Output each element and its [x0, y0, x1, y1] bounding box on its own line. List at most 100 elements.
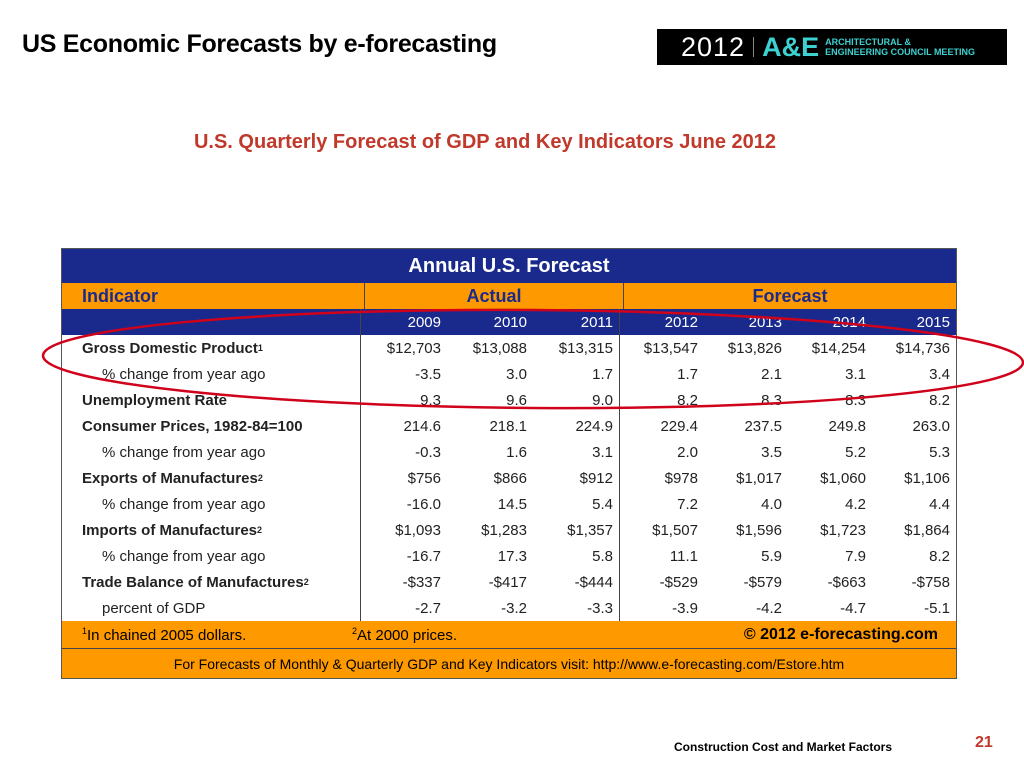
table-cell: $1,723: [820, 521, 866, 539]
table-cell: 3.1: [592, 443, 613, 461]
table-cell: 224.9: [575, 417, 613, 435]
logo-brand: A&E: [762, 31, 820, 62]
row-footnote-marker: 2: [257, 473, 263, 483]
table-cell: 7.9: [845, 547, 866, 565]
table-cell: 7.2: [677, 495, 698, 513]
footnote-1: 1In chained 2005 dollars.: [82, 626, 352, 644]
table-row: Gross Domestic Product 1 $12,703 $13,088 $13…: [62, 335, 956, 361]
table-cell: 8.2: [677, 391, 698, 409]
table-cell: -$337: [402, 573, 441, 591]
forecast-values: 7.2 4.0 4.2 4.4: [620, 491, 956, 517]
table-cell: -$579: [743, 573, 782, 591]
table-title: Annual U.S. Forecast: [62, 249, 956, 283]
estore-link[interactable]: For Forecasts of Monthly & Quarterly GDP…: [62, 649, 956, 678]
table-cell: 5.2: [845, 443, 866, 461]
actual-values: -$337 -$417 -$444: [361, 569, 620, 595]
row-label-text: Exports of Manufactures: [82, 469, 258, 487]
row-label: Unemployment Rate: [62, 387, 361, 413]
row-label-text: % change from year ago: [102, 547, 266, 565]
footnote-2: 2At 2000 prices.: [352, 626, 457, 644]
year-header: 2014: [832, 313, 866, 331]
table-row: Unemployment Rate 9.3 9.6 9.0 8.2 8.3 8.3 8.2: [62, 387, 956, 413]
row-label: % change from year ago: [62, 439, 361, 465]
table-cell: -3.9: [672, 599, 698, 617]
table-cell: 8.2: [929, 547, 950, 565]
table-cell: -3.5: [415, 365, 441, 383]
actual-values: $756 $866 $912: [361, 465, 620, 491]
table-cell: -16.7: [406, 547, 441, 565]
forecast-values: 11.1 5.9 7.9 8.2: [620, 543, 956, 569]
slide-subtitle: U.S. Quarterly Forecast of GDP and Key I…: [193, 131, 777, 153]
table-row: Imports of Manufactures 2 $1,093 $1,283 $1,3…: [62, 517, 956, 543]
table-cell: -4.7: [840, 599, 866, 617]
table-cell: -3.3: [587, 599, 613, 617]
table-cell: $1,093: [395, 521, 441, 539]
actual-values: -16.0 14.5 5.4: [361, 491, 620, 517]
table-cell: 1.7: [677, 365, 698, 383]
table-cell: 4.4: [929, 495, 950, 513]
table-row: % change from year ago -3.5 3.0 1.7 1.7 2.1 3.…: [62, 361, 956, 387]
forecast-values: 1.7 2.1 3.1 3.4: [620, 361, 956, 387]
table-cell: -$417: [488, 573, 527, 591]
copyright: © 2012 e-forecasting.com: [743, 625, 938, 643]
table-cell: 3.1: [845, 365, 866, 383]
table-cell: -$529: [659, 573, 698, 591]
table-cell: $1,357: [567, 521, 613, 539]
table-cell: -3.2: [501, 599, 527, 617]
year-header: 2010: [493, 313, 527, 331]
actual-values: -3.5 3.0 1.7: [361, 361, 620, 387]
forecast-values: $978 $1,017 $1,060 $1,106: [620, 465, 956, 491]
table-cell: $756: [407, 469, 441, 487]
row-label-text: percent of GDP: [102, 599, 206, 617]
table-cell: $13,315: [558, 339, 613, 357]
table-row: percent of GDP -2.7 -3.2 -3.3 -3.9 -4.2 -4.7 -5…: [62, 595, 956, 621]
table-cell: $14,254: [811, 339, 866, 357]
row-label-text: Imports of Manufactures: [82, 521, 258, 539]
header-forecast: Forecast: [752, 285, 828, 306]
slide-footer: Construction Cost and Market Factors: [674, 740, 893, 754]
table-cell: -$758: [911, 573, 950, 591]
year-header: 2009: [407, 313, 441, 331]
actual-values: -2.7 -3.2 -3.3: [361, 595, 620, 621]
table-cell: $13,088: [472, 339, 527, 357]
row-label: % change from year ago: [62, 361, 361, 387]
table-cell: 3.4: [929, 365, 950, 383]
table-cell: 1.6: [506, 443, 527, 461]
table-cell: -$444: [574, 573, 613, 591]
table-cell: 9.3: [420, 391, 441, 409]
table-cell: -5.1: [924, 599, 950, 617]
row-label-text: Consumer Prices, 1982-84=100: [82, 417, 303, 435]
table-row: % change from year ago -16.0 14.5 5.4 7.2 4.0…: [62, 491, 956, 517]
footnote-row: 1In chained 2005 dollars. 2At 2000 price…: [62, 621, 956, 649]
row-label: Consumer Prices, 1982-84=100: [62, 413, 361, 439]
table-cell: $866: [493, 469, 527, 487]
table-cell: $1,283: [481, 521, 527, 539]
table-cell: 229.4: [660, 417, 698, 435]
forecast-values: 2.0 3.5 5.2 5.3: [620, 439, 956, 465]
table-cell: 5.8: [592, 547, 613, 565]
table-cell: 237.5: [744, 417, 782, 435]
footnote-2-marker: 2: [352, 625, 358, 636]
actual-values: 214.6 218.1 224.9: [361, 413, 620, 439]
actual-values: 9.3 9.6 9.0: [361, 387, 620, 413]
row-label: Exports of Manufactures 2: [62, 465, 361, 491]
table-cell: $1,864: [904, 521, 950, 539]
table-cell: $1,507: [652, 521, 698, 539]
row-footnote-marker: 2: [303, 577, 309, 587]
row-footnote-marker: 1: [257, 343, 263, 353]
row-label: % change from year ago: [62, 543, 361, 569]
table-cell: 14.5: [497, 495, 527, 513]
footnote-1-text: In chained 2005 dollars.: [87, 626, 247, 644]
row-label-text: % change from year ago: [102, 443, 266, 461]
table-body: Gross Domestic Product 1 $12,703 $13,088 $13…: [62, 335, 956, 621]
table-cell: 218.1: [489, 417, 527, 435]
logo-year: 2012: [681, 31, 746, 62]
logo-divider: [753, 37, 755, 57]
row-label-text: Unemployment Rate: [82, 391, 228, 409]
row-label-text: Gross Domestic Product: [82, 339, 258, 357]
year-header: 2012: [664, 313, 698, 331]
table-cell: $1,596: [736, 521, 782, 539]
row-label: Gross Domestic Product 1: [62, 335, 361, 361]
table-cell: 8.3: [845, 391, 866, 409]
page-number: 21: [975, 734, 993, 751]
